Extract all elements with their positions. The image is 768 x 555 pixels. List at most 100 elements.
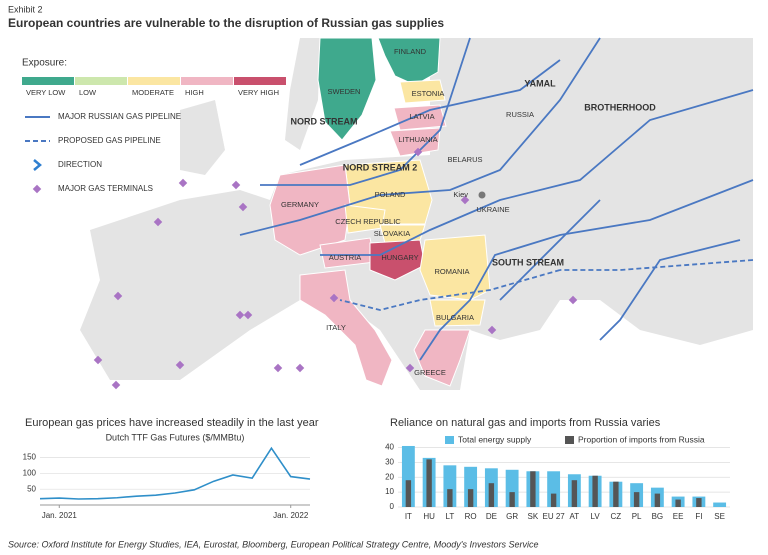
legend-label: PROPOSED GAS PIPELINE (58, 136, 161, 145)
legend-swatch (445, 436, 454, 444)
y-tick-label: 150 (23, 453, 37, 462)
x-tick-label: CZ (611, 512, 622, 521)
legend-label: VERY HIGH (238, 88, 279, 97)
gas-terminal (93, 355, 103, 365)
x-tick-label: FI (695, 512, 702, 521)
pipeline-label: YAMAL (524, 78, 556, 88)
legend-label: LOW (79, 88, 97, 97)
bar (654, 493, 661, 507)
country-label: POLAND (375, 190, 406, 199)
bar (675, 499, 681, 507)
legend-swatch (128, 77, 180, 85)
x-tick-label: Jan. 2021 (42, 511, 78, 520)
bar (447, 489, 453, 507)
x-tick-label: SE (714, 512, 725, 521)
x-tick-label: EU 27 (543, 512, 566, 521)
place-label: RUSSIA (506, 110, 534, 119)
gas-terminal (231, 180, 241, 190)
legend-arrow (33, 159, 42, 171)
country-label: BULGARIA (436, 313, 474, 322)
bar (530, 471, 536, 507)
pipeline (419, 179, 754, 361)
x-tick-label: IT (405, 512, 412, 521)
bar (696, 498, 702, 507)
y-tick-label: 10 (385, 487, 394, 496)
legend-swatch (181, 77, 233, 85)
bar (613, 481, 619, 507)
country (393, 104, 447, 131)
gas-terminal (178, 178, 188, 188)
country-label: GREECE (414, 368, 446, 377)
country-label: ITALY (326, 323, 346, 332)
price-line (39, 446, 311, 500)
country (317, 37, 377, 141)
x-tick-label: LV (591, 512, 601, 521)
land (180, 100, 225, 175)
legend-title: Exposure: (22, 58, 67, 69)
place-label: BELARUS (447, 155, 482, 164)
y-tick-label: 50 (27, 484, 36, 493)
legend-swatch (75, 77, 127, 85)
x-tick-label: HU (423, 512, 435, 521)
proposed-pipeline (560, 259, 754, 271)
country-label: LITHUANIA (398, 135, 437, 144)
source: Source: Oxford Institute for Energy Stud… (8, 539, 538, 549)
chart-title: European gas prices have increased stead… (25, 417, 319, 429)
gas-terminal (113, 291, 123, 301)
bar (505, 469, 519, 507)
legend-label: Total energy supply (458, 434, 532, 444)
country-label: CZECH REPUBLIC (335, 217, 401, 226)
country-label: SLOVAKIA (374, 229, 411, 238)
gas-terminal (273, 363, 283, 373)
pipeline-label: NORD STREAM 2 (343, 162, 418, 172)
gas-terminal (243, 310, 253, 320)
x-tick-label: BG (652, 512, 664, 521)
country-label: SWEDEN (328, 87, 361, 96)
chart-title: Reliance on natural gas and imports from… (390, 417, 661, 429)
x-tick-label: LT (446, 512, 455, 521)
gas-terminal (568, 295, 578, 305)
land (430, 38, 753, 345)
legend-swatch (22, 77, 74, 85)
country-label: FINLAND (394, 47, 427, 56)
legend-diamond (32, 184, 42, 194)
gas-terminal (153, 217, 163, 227)
pipeline (320, 89, 754, 256)
legend-label: VERY LOW (26, 88, 66, 97)
pipeline (499, 199, 601, 301)
country (369, 239, 426, 281)
place-label: UKRAINE (476, 205, 509, 214)
title: European countries are vulnerable to the… (8, 16, 444, 30)
country-label: HUNGARY (381, 253, 418, 262)
legend-label: MODERATE (132, 88, 174, 97)
gas-terminal (487, 325, 497, 335)
gas-terminal (235, 310, 245, 320)
bar (464, 466, 478, 507)
bar (488, 483, 495, 507)
legend-label: Proportion of imports from Russia (578, 434, 705, 444)
country-label: ESTONIA (412, 89, 445, 98)
bar (547, 471, 561, 507)
proposed-pipeline (339, 269, 561, 311)
gas-terminal (413, 147, 423, 157)
legend-swatch (565, 436, 574, 444)
pipeline-label: BROTHERHOOD (584, 102, 656, 112)
pipeline (239, 37, 601, 236)
legend-label: DIRECTION (58, 160, 102, 169)
x-tick-label: RO (465, 512, 477, 521)
x-tick-label: SK (528, 512, 539, 521)
bar (713, 502, 727, 507)
country (269, 164, 351, 256)
chart-subtitle: Dutch TTF Gas Futures ($/MMBtu) (106, 432, 245, 442)
gas-terminal (238, 202, 248, 212)
bar (443, 465, 457, 507)
x-tick-label: PL (632, 512, 642, 521)
pipeline (599, 239, 741, 341)
bar (509, 492, 515, 507)
country-label: GERMANY (281, 200, 319, 209)
country-label: ROMANIA (434, 267, 469, 276)
x-tick-label: GR (506, 512, 518, 521)
x-tick-label: EE (673, 512, 684, 521)
